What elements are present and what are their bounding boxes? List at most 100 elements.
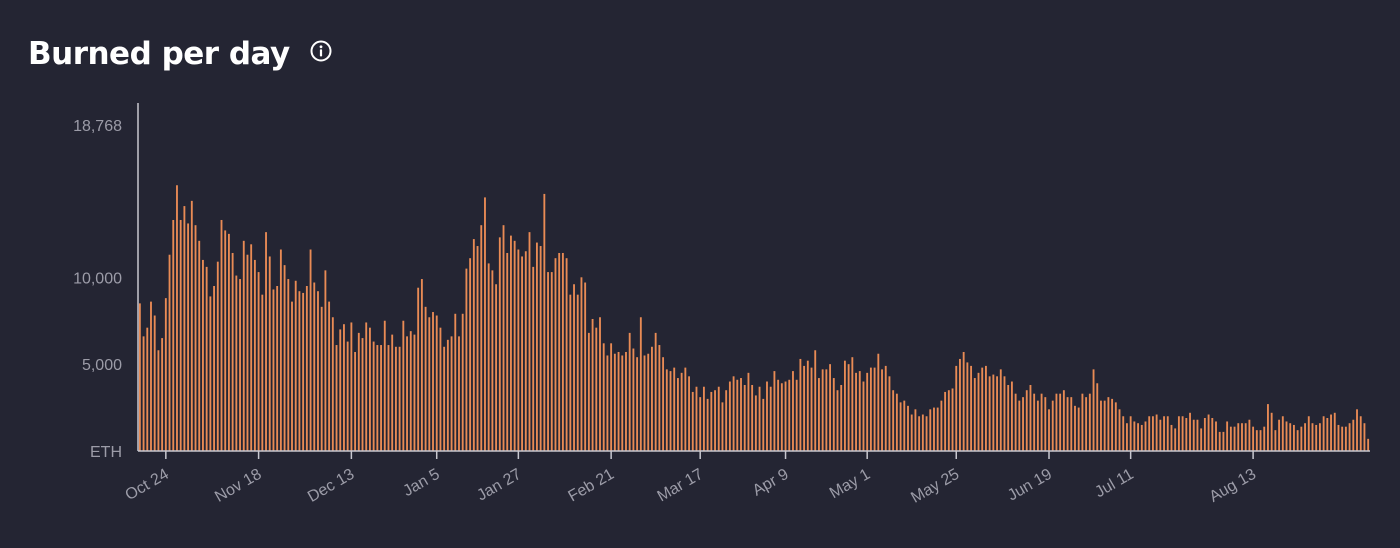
bar[interactable] [688,376,690,451]
bar[interactable] [550,272,553,451]
bar[interactable] [291,301,293,451]
bar[interactable] [1237,423,1240,451]
bar[interactable] [276,285,279,451]
bar[interactable] [940,400,943,451]
bar[interactable] [977,372,980,451]
bar[interactable] [1270,412,1273,451]
bar[interactable] [754,395,757,451]
bar[interactable] [1255,430,1258,451]
bar[interactable] [1226,421,1229,451]
bar[interactable] [855,372,857,451]
bar[interactable] [1155,414,1158,451]
bar[interactable] [643,355,646,451]
bar[interactable] [1059,393,1062,451]
bar[interactable] [884,365,887,451]
bar[interactable] [242,240,245,451]
bar[interactable] [1133,421,1136,451]
bar[interactable] [843,360,846,451]
bar[interactable] [1359,416,1362,451]
bar[interactable] [617,351,620,451]
bar[interactable] [528,232,531,451]
bar[interactable] [510,235,512,451]
bar[interactable] [1051,400,1054,451]
bar[interactable] [680,372,683,451]
bar[interactable] [1070,397,1073,451]
bar[interactable] [1022,397,1024,451]
bar[interactable] [376,345,379,451]
bar[interactable] [417,287,420,451]
bar[interactable] [862,381,865,451]
bar[interactable] [1014,393,1017,451]
bar[interactable] [179,219,182,451]
bar[interactable] [1100,400,1102,451]
bar[interactable] [1274,430,1277,451]
bar[interactable] [658,345,661,451]
info-circle-icon[interactable] [310,40,332,62]
bar[interactable] [818,378,820,451]
bar[interactable] [1170,424,1173,451]
bar[interactable] [621,355,624,451]
bar[interactable] [517,249,520,451]
bar[interactable] [714,390,716,451]
bar[interactable] [298,291,301,451]
bar[interactable] [424,306,427,451]
bar[interactable] [1263,426,1266,451]
bar[interactable] [1300,426,1303,451]
bar[interactable] [1163,416,1165,451]
bar[interactable] [599,317,601,451]
bar[interactable] [157,350,160,451]
bar[interactable] [1363,423,1366,451]
bar[interactable] [1356,409,1358,451]
bar[interactable] [547,272,549,451]
bar[interactable] [524,251,527,451]
bar[interactable] [1352,419,1355,451]
bar[interactable] [758,386,761,451]
bar[interactable] [914,409,917,451]
bar[interactable] [1177,416,1180,451]
bar[interactable] [202,259,204,451]
bar[interactable] [784,381,787,451]
bar[interactable] [369,327,371,451]
bar[interactable] [190,200,193,451]
bar[interactable] [762,398,765,451]
bar[interactable] [1229,426,1232,451]
bar[interactable] [888,376,891,451]
bar[interactable] [944,391,947,451]
bar[interactable] [1096,383,1099,451]
bar[interactable] [1126,423,1128,451]
bar[interactable] [1207,414,1210,451]
bar[interactable] [268,256,271,451]
bar[interactable] [573,284,575,451]
bar[interactable] [899,402,902,451]
bar[interactable] [1307,416,1310,451]
bar[interactable] [877,353,880,451]
bar[interactable] [1259,430,1262,451]
bar[interactable] [1326,418,1329,451]
bar[interactable] [1330,414,1332,451]
bar[interactable] [176,185,178,452]
bar[interactable] [183,206,186,451]
bar[interactable] [565,258,568,451]
bar[interactable] [996,376,998,451]
bar[interactable] [532,266,535,451]
bar[interactable] [406,336,408,451]
bar[interactable] [357,332,360,451]
bar[interactable] [554,258,557,451]
bar[interactable] [257,272,260,451]
bar[interactable] [706,398,709,451]
bar[interactable] [1092,369,1095,451]
bar[interactable] [929,409,932,451]
bar[interactable] [168,254,171,451]
bar[interactable] [261,294,264,451]
bar[interactable] [799,358,802,451]
bar[interactable] [498,237,501,451]
bar[interactable] [721,402,724,451]
bar[interactable] [1025,390,1028,451]
bar[interactable] [558,252,561,451]
bar[interactable] [632,348,635,451]
bar[interactable] [1148,416,1151,451]
bar[interactable] [476,246,479,451]
bar[interactable] [576,294,579,451]
bar[interactable] [428,317,431,451]
bar[interactable] [1088,393,1091,451]
